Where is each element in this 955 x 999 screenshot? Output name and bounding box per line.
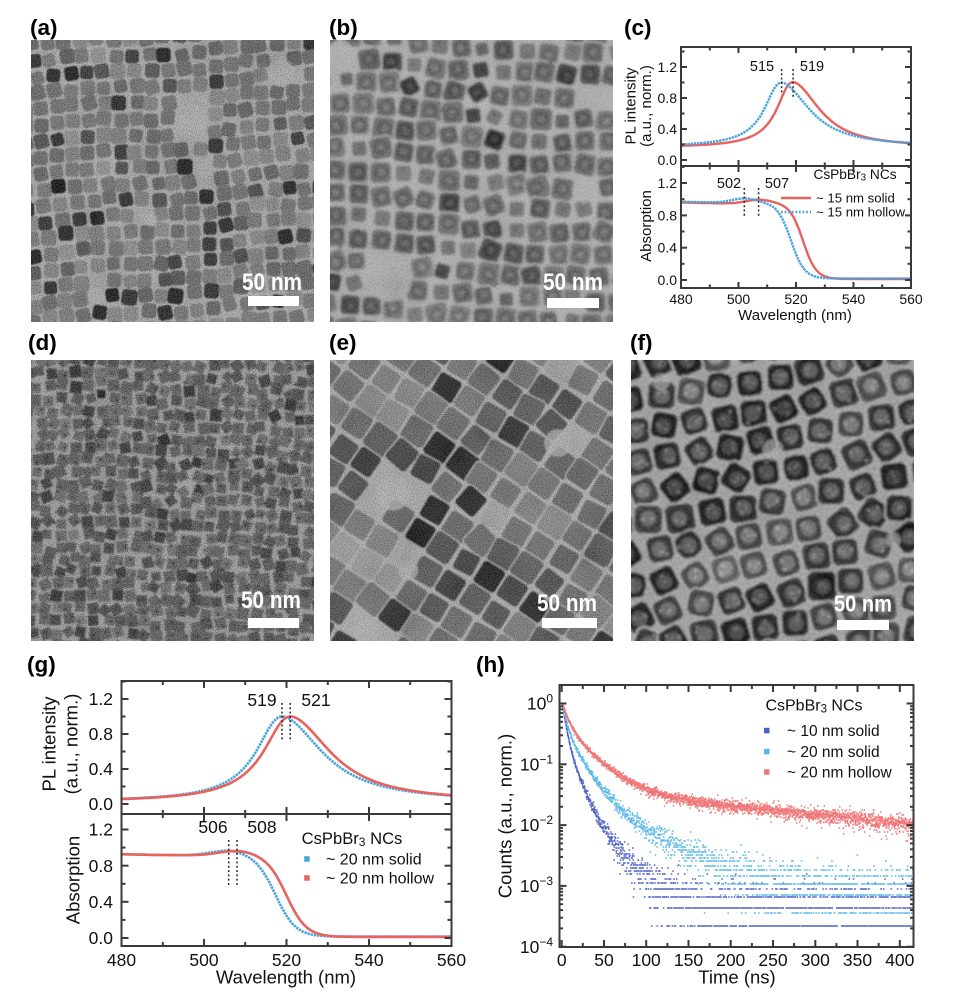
svg-text:Wavelength (nm): Wavelength (nm) <box>738 307 852 324</box>
svg-text:50: 50 <box>594 950 614 970</box>
svg-text:CsPbBr3 NCs: CsPbBr3 NCs <box>302 829 403 849</box>
svg-text:0: 0 <box>557 950 567 970</box>
svg-text:1.2: 1.2 <box>89 689 113 709</box>
svg-text:480: 480 <box>107 950 136 970</box>
svg-text:540: 540 <box>354 950 383 970</box>
svg-text:0.8: 0.8 <box>89 856 113 876</box>
svg-text:50 nm: 50 nm <box>834 591 892 617</box>
svg-text:1.2: 1.2 <box>658 175 678 191</box>
svg-text:CsPbBr3 NCs: CsPbBr3 NCs <box>813 167 896 184</box>
svg-text:Time (ns): Time (ns) <box>698 967 775 988</box>
svg-text:(g): (g) <box>27 652 56 677</box>
svg-text:~ 20 nm solid: ~ 20 nm solid <box>787 744 880 761</box>
svg-text:520: 520 <box>272 950 301 970</box>
svg-text:1.2: 1.2 <box>89 820 113 840</box>
svg-text:520: 520 <box>784 291 808 307</box>
svg-text:(f): (f) <box>630 330 652 355</box>
svg-text:0.0: 0.0 <box>89 928 114 948</box>
svg-text:300: 300 <box>801 950 830 970</box>
svg-text:~ 15 nm solid: ~ 15 nm solid <box>816 191 895 206</box>
svg-text:~ 10 nm solid: ~ 10 nm solid <box>787 723 880 740</box>
svg-text:508: 508 <box>247 817 276 837</box>
svg-text:500: 500 <box>189 950 218 970</box>
svg-text:480: 480 <box>669 291 693 307</box>
svg-text:0.4: 0.4 <box>89 759 114 779</box>
svg-text:0.4: 0.4 <box>658 240 678 256</box>
svg-text:515: 515 <box>750 59 774 75</box>
svg-text:50 nm: 50 nm <box>543 269 603 296</box>
svg-text:0.8: 0.8 <box>658 90 678 106</box>
svg-text:50 nm: 50 nm <box>241 587 301 614</box>
svg-text:0.8: 0.8 <box>89 724 113 744</box>
svg-text:50 nm: 50 nm <box>242 269 302 296</box>
svg-text:521: 521 <box>301 690 330 710</box>
svg-text:(a): (a) <box>30 15 58 40</box>
svg-text:CsPbBr3 NCs: CsPbBr3 NCs <box>765 698 862 716</box>
svg-text:0.8: 0.8 <box>658 207 678 223</box>
svg-text:100: 100 <box>632 950 661 970</box>
svg-text:507: 507 <box>765 176 789 192</box>
svg-text:1.2: 1.2 <box>658 59 678 75</box>
svg-text:519: 519 <box>247 690 276 710</box>
svg-text:(a.u., norm.): (a.u., norm.) <box>638 65 655 147</box>
svg-text:506: 506 <box>198 817 227 837</box>
svg-text:(b): (b) <box>329 15 358 40</box>
svg-text:502: 502 <box>717 176 741 192</box>
svg-text:Counts (a.u., norm.): Counts (a.u., norm.) <box>495 734 516 899</box>
svg-text:519: 519 <box>800 59 824 75</box>
svg-text:150: 150 <box>674 950 703 970</box>
svg-text:~ 15 nm hollow: ~ 15 nm hollow <box>816 205 906 220</box>
svg-text:400: 400 <box>885 950 914 970</box>
svg-text:(h): (h) <box>476 652 505 677</box>
svg-text:(c): (c) <box>624 15 652 40</box>
svg-text:~ 20 nm solid: ~ 20 nm solid <box>326 852 422 869</box>
svg-text:~ 20 nm hollow: ~ 20 nm hollow <box>326 871 435 888</box>
svg-text:Absorption: Absorption <box>63 836 84 924</box>
svg-text:0.0: 0.0 <box>658 272 678 288</box>
svg-text:200: 200 <box>716 950 745 970</box>
svg-text:PL intensity: PL intensity <box>39 696 60 792</box>
svg-text:0.0: 0.0 <box>89 794 114 814</box>
svg-text:0.4: 0.4 <box>658 121 678 137</box>
svg-text:50 nm: 50 nm <box>537 590 597 617</box>
svg-text:~ 20 nm hollow: ~ 20 nm hollow <box>787 764 892 781</box>
svg-text:(a.u., norm.): (a.u., norm.) <box>61 694 82 795</box>
svg-text:Absorption: Absorption <box>638 190 655 262</box>
svg-text:(e): (e) <box>329 330 357 355</box>
svg-text:PL intensity: PL intensity <box>623 67 640 144</box>
svg-text:350: 350 <box>843 950 872 970</box>
svg-text:0.0: 0.0 <box>658 152 678 168</box>
svg-text:0.4: 0.4 <box>89 892 114 912</box>
svg-text:(d): (d) <box>28 330 57 355</box>
svg-text:560: 560 <box>899 291 923 307</box>
svg-text:Wavelength (nm): Wavelength (nm) <box>216 967 356 988</box>
svg-text:250: 250 <box>758 950 787 970</box>
svg-text:500: 500 <box>727 291 751 307</box>
svg-text:540: 540 <box>842 291 866 307</box>
svg-text:560: 560 <box>437 950 466 970</box>
